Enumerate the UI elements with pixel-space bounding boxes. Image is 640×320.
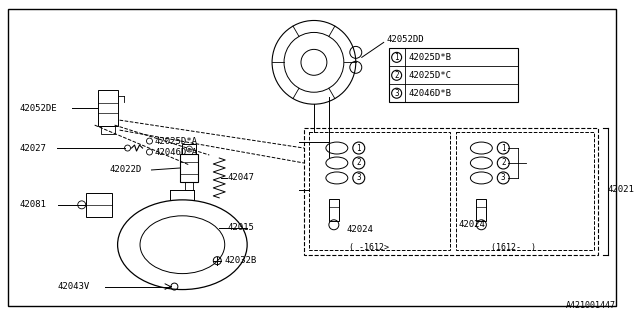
- Circle shape: [497, 157, 509, 169]
- Text: 1: 1: [501, 144, 506, 153]
- Text: 1: 1: [356, 144, 361, 153]
- Bar: [182, 144, 196, 154]
- Circle shape: [353, 142, 365, 154]
- Text: 42025D*A: 42025D*A: [154, 137, 198, 146]
- Circle shape: [497, 172, 509, 184]
- Text: 42052DE: 42052DE: [20, 104, 58, 113]
- Bar: [456, 132, 594, 250]
- Text: 2: 2: [356, 158, 361, 167]
- Text: A421001447: A421001447: [566, 301, 616, 310]
- Text: 42027: 42027: [20, 144, 47, 153]
- Bar: [329, 199, 339, 221]
- Text: 42021: 42021: [608, 185, 635, 194]
- Text: 42046D*B: 42046D*B: [408, 89, 452, 98]
- Text: 42024: 42024: [347, 225, 374, 234]
- Text: 2: 2: [394, 71, 399, 80]
- Text: 42081: 42081: [20, 200, 47, 209]
- Bar: [100, 126, 115, 134]
- Text: 42046D*A: 42046D*A: [154, 148, 198, 156]
- Bar: [98, 90, 118, 126]
- Bar: [86, 193, 111, 217]
- Text: 42025D*C: 42025D*C: [408, 71, 452, 80]
- Circle shape: [353, 172, 365, 184]
- Text: 42052DD: 42052DD: [387, 35, 424, 44]
- Text: 3: 3: [501, 173, 506, 182]
- Text: 42024: 42024: [458, 220, 485, 229]
- Text: (1612-  ): (1612- ): [491, 243, 536, 252]
- Bar: [180, 154, 198, 182]
- Text: 3: 3: [356, 173, 361, 182]
- Text: 42032B: 42032B: [224, 256, 257, 265]
- Bar: [309, 132, 451, 250]
- Text: 42043V: 42043V: [58, 282, 90, 291]
- Circle shape: [497, 142, 509, 154]
- Text: 42015: 42015: [227, 223, 254, 232]
- Bar: [476, 199, 486, 221]
- Circle shape: [392, 70, 402, 80]
- Text: 42047: 42047: [227, 173, 254, 182]
- Text: 3: 3: [394, 89, 399, 98]
- Text: 1: 1: [394, 53, 399, 62]
- Text: ( -1612>: ( -1612>: [349, 243, 388, 252]
- Bar: [186, 182, 193, 190]
- Text: 2: 2: [501, 158, 506, 167]
- Bar: [304, 128, 598, 255]
- Circle shape: [392, 52, 402, 62]
- Text: 42022D: 42022D: [109, 165, 142, 174]
- Circle shape: [353, 157, 365, 169]
- Text: 42025D*B: 42025D*B: [408, 53, 452, 62]
- Bar: [388, 48, 518, 102]
- Circle shape: [392, 88, 402, 98]
